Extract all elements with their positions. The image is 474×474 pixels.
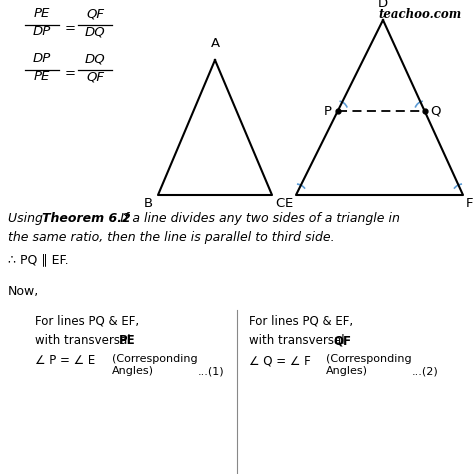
Text: PE: PE [119,334,136,347]
Text: QF: QF [86,7,104,20]
Text: A: A [210,37,219,50]
Text: the same ratio, then the line is parallel to third side.: the same ratio, then the line is paralle… [8,231,335,244]
Text: with transversal: with transversal [249,334,348,347]
Text: Q: Q [430,104,441,118]
Text: (Corresponding: (Corresponding [326,354,411,364]
Text: For lines PQ & EF,: For lines PQ & EF, [35,315,139,328]
Text: =: = [64,67,75,81]
Text: : If a line divides any two sides of a triangle in: : If a line divides any two sides of a t… [108,212,400,225]
Text: Using: Using [8,212,47,225]
Text: Theorem 6.2: Theorem 6.2 [42,212,131,225]
Text: E: E [285,197,293,210]
Text: P: P [324,104,332,118]
Text: C: C [275,197,284,210]
Text: For lines PQ & EF,: For lines PQ & EF, [249,315,353,328]
Text: Angles): Angles) [112,366,154,376]
Text: =: = [64,22,75,36]
Text: ∠ Q = ∠ F: ∠ Q = ∠ F [249,354,311,367]
Text: PE: PE [34,7,50,20]
Text: DP: DP [33,25,51,38]
Text: DQ: DQ [85,52,105,65]
Text: Now,: Now, [8,285,39,298]
Text: ...(1): ...(1) [198,366,225,376]
Text: (Corresponding: (Corresponding [112,354,198,364]
Text: teachoo.com: teachoo.com [379,8,462,21]
Text: ...(2): ...(2) [412,366,439,376]
Text: PE: PE [34,70,50,83]
Text: D: D [378,0,388,10]
Text: QF: QF [333,334,351,347]
Text: ∠ P = ∠ E: ∠ P = ∠ E [35,354,95,367]
Text: F: F [466,197,474,210]
Text: with transversal: with transversal [35,334,134,347]
Text: B: B [144,197,153,210]
Text: Angles): Angles) [326,366,368,376]
Text: ∴ PQ ∥ EF.: ∴ PQ ∥ EF. [8,253,69,266]
Text: QF: QF [86,70,104,83]
Text: DP: DP [33,52,51,65]
Text: DQ: DQ [85,25,105,38]
